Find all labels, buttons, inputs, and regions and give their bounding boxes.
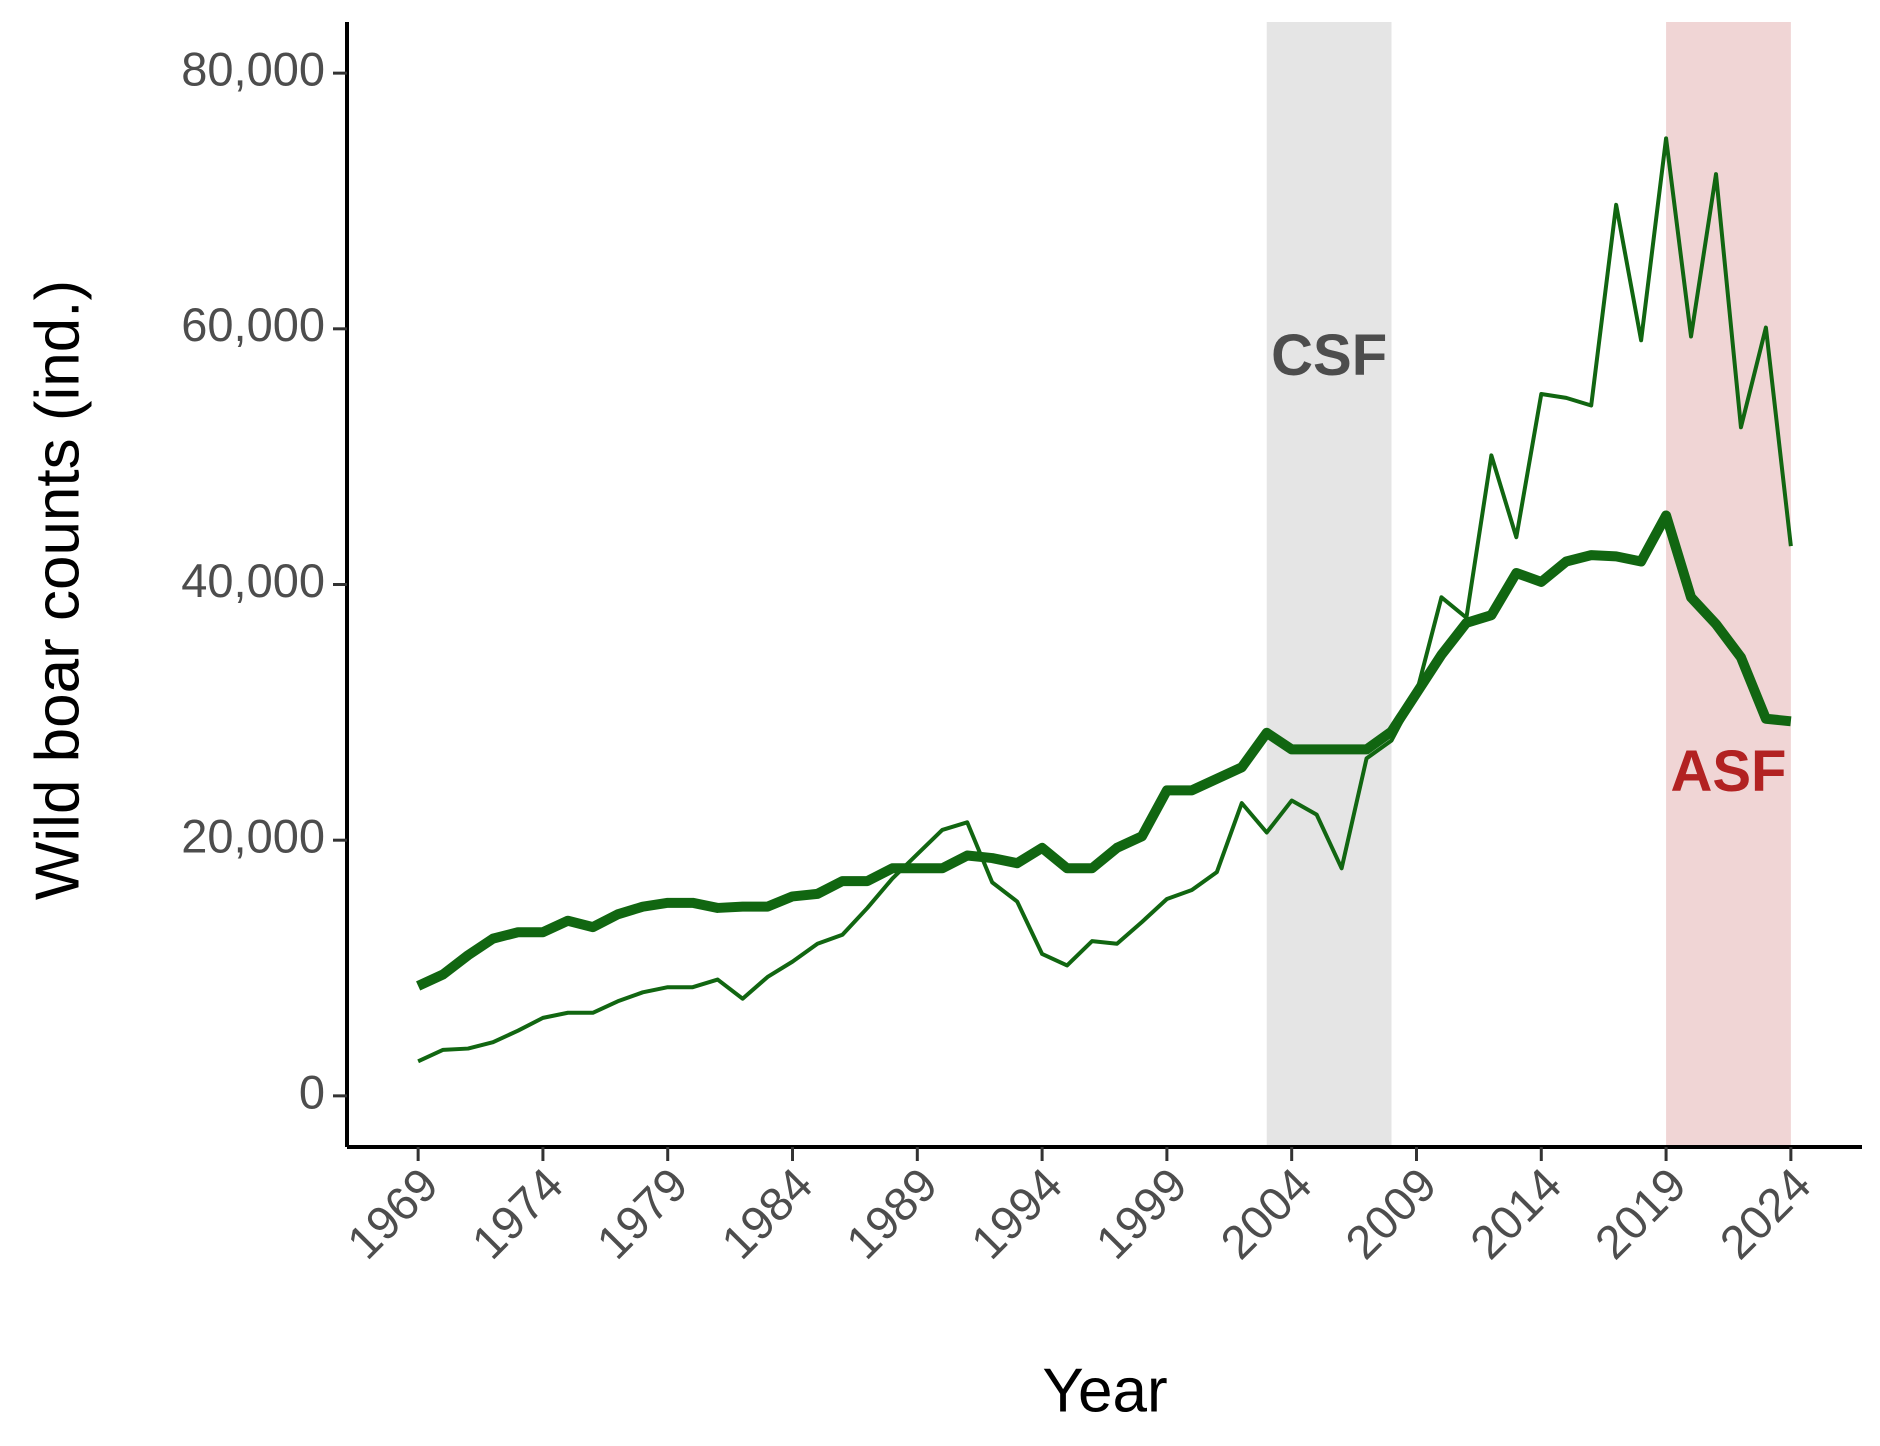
y-tick-label: 80,000	[181, 43, 325, 96]
series-line	[416, 510, 1792, 991]
annotation: CSF	[1271, 323, 1387, 388]
y-tick-label: 60,000	[181, 298, 325, 351]
y-tick-label: 40,000	[181, 554, 325, 607]
annotation: ASF	[1670, 739, 1786, 804]
shaded-period	[1266, 22, 1392, 1147]
x-tick-label: 2024	[1709, 1157, 1820, 1268]
x-tick-label: 1989	[836, 1157, 947, 1268]
x-tick-label: 1974	[461, 1157, 572, 1268]
y-tick-label: 0	[299, 1065, 325, 1118]
x-axis-title: Year	[1042, 1356, 1167, 1425]
series-line	[417, 136, 1793, 1064]
y-axis-title: Wild boar counts (ind.)	[23, 280, 92, 900]
x-tick-label: 2004	[1210, 1157, 1321, 1268]
x-tick-label: 1969	[337, 1157, 448, 1268]
x-tick-label: 1994	[961, 1157, 1072, 1268]
x-tick-label: 1979	[586, 1157, 697, 1268]
x-tick-label: 2019	[1585, 1157, 1696, 1268]
x-tick-label: 2009	[1335, 1157, 1446, 1268]
x-tick-label: 2014	[1460, 1157, 1571, 1268]
y-tick-label: 20,000	[181, 810, 325, 863]
x-tick-label: 1999	[1085, 1157, 1196, 1268]
x-tick-label: 1984	[711, 1157, 822, 1268]
